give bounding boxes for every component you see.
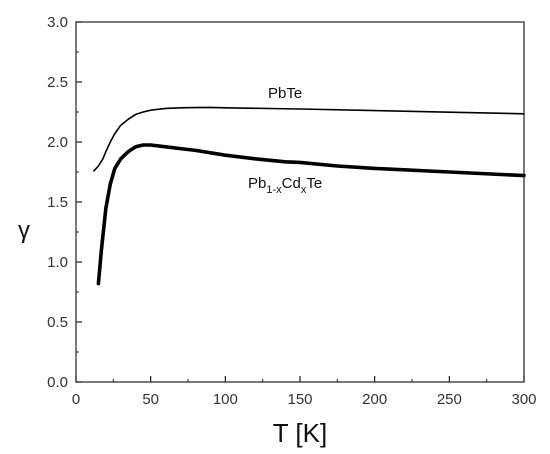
label-part-cd: Cd bbox=[282, 175, 301, 192]
y-tick-label: 2.5 bbox=[47, 74, 68, 91]
x-tick-label: 250 bbox=[437, 391, 462, 408]
x-axis-label: T [K] bbox=[273, 418, 327, 448]
plot-border bbox=[75, 21, 525, 383]
x-tick-label: 100 bbox=[213, 391, 238, 408]
y-tick-label: 0.5 bbox=[47, 314, 68, 331]
x-tick-label: 0 bbox=[72, 391, 80, 408]
label-part-pb: Pb bbox=[248, 175, 266, 192]
series-layer bbox=[93, 106, 526, 286]
series-line-pbcdte bbox=[96, 143, 526, 286]
y-tick-label: 2.0 bbox=[47, 134, 68, 151]
x-tick-label: 300 bbox=[511, 391, 536, 408]
y-tick-label: 1.5 bbox=[47, 194, 68, 211]
y-tick-label: 3.0 bbox=[47, 14, 68, 31]
x-tick-label: 50 bbox=[142, 391, 159, 408]
y-axis-ticks: 0.0 0.5 1.0 1.5 2.0 2.5 3.0 bbox=[47, 14, 82, 391]
series-line-pbte bbox=[93, 106, 525, 172]
plot-frame bbox=[75, 21, 525, 383]
series-label-pbte: PbTe bbox=[268, 85, 302, 102]
series-label-pbcdte: Pb1-xCdxTe bbox=[248, 175, 322, 196]
x-tick-label: 200 bbox=[362, 391, 387, 408]
y-tick-label: 0.0 bbox=[47, 374, 68, 391]
x-axis-ticks: 0 50 100 150 200 250 300 bbox=[72, 376, 537, 408]
label-part-te: Te bbox=[306, 175, 322, 192]
label-part-1-x: 1-x bbox=[266, 184, 282, 196]
label-part-x: x bbox=[301, 184, 307, 196]
y-axis-label: γ bbox=[18, 217, 30, 244]
y-tick-label: 1.0 bbox=[47, 254, 68, 271]
x-tick-label: 150 bbox=[287, 391, 312, 408]
